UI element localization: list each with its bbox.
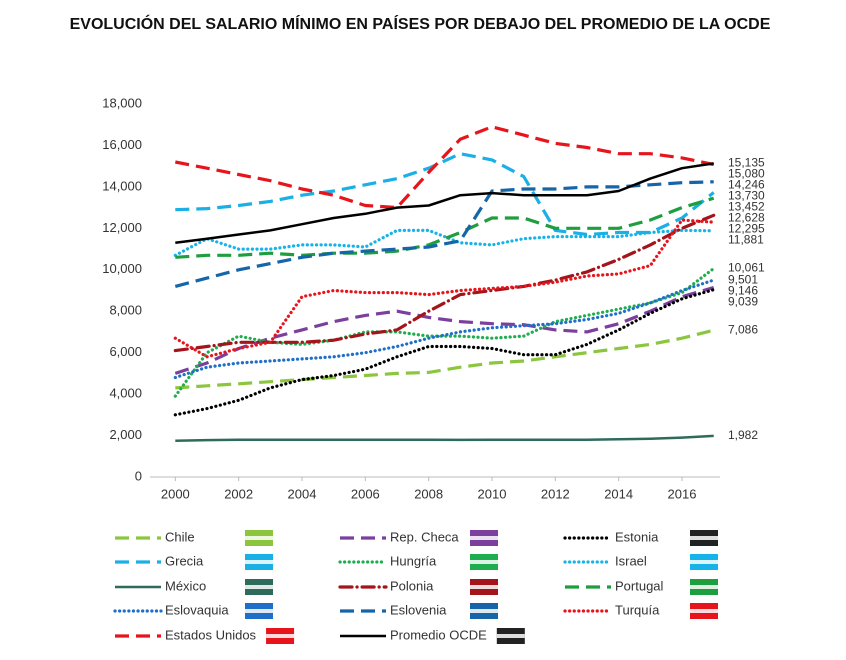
y-tick-label: 10,000 xyxy=(102,261,142,276)
y-tick-label: 6,000 xyxy=(109,344,142,359)
series-line xyxy=(175,196,715,259)
legend-flag-stripe xyxy=(496,634,525,638)
series-line xyxy=(173,278,716,380)
y-tick-label: 12,000 xyxy=(102,220,142,235)
end-label: 9,039 xyxy=(728,294,758,308)
legend-label: Israel xyxy=(615,553,647,568)
end-label: 10,061 xyxy=(728,261,765,275)
legend-label: Estados Unidos xyxy=(165,627,257,642)
y-tick-label: 2,000 xyxy=(109,427,142,442)
end-label: 9,146 xyxy=(728,283,758,297)
x-tick-label: 2008 xyxy=(414,486,443,501)
end-label: 13,730 xyxy=(728,189,765,203)
legend-label: Hungría xyxy=(390,553,437,568)
legend-label: Eslovenia xyxy=(390,602,447,617)
legend-flag-stripe xyxy=(690,585,718,589)
series-line xyxy=(175,162,714,245)
x-tick-label: 2014 xyxy=(604,486,633,501)
legend-label: Polonia xyxy=(390,578,434,593)
y-tick-label: 16,000 xyxy=(102,137,142,152)
end-label: 15,080 xyxy=(728,167,765,181)
y-tick-label: 0 xyxy=(135,468,142,483)
end-label: 1,982 xyxy=(728,428,758,442)
legend-flag-stripe xyxy=(690,609,718,613)
end-label: 11,881 xyxy=(728,233,764,247)
series-line xyxy=(174,180,714,288)
legend-label: México xyxy=(165,578,206,593)
x-tick-label: 2002 xyxy=(224,486,253,501)
end-label: 12,295 xyxy=(728,222,765,236)
series-line xyxy=(175,434,714,442)
series-line xyxy=(173,228,716,257)
end-label: 7,086 xyxy=(728,322,758,336)
series-line xyxy=(175,152,715,237)
legend-flag-stripe xyxy=(470,536,498,540)
x-tick-label: 2006 xyxy=(351,486,380,501)
legend-label: Rep. Checa xyxy=(390,529,459,544)
series-line xyxy=(175,328,715,390)
legend-flag-stripe xyxy=(245,609,273,613)
legend-label: Portugal xyxy=(615,578,664,593)
legend-label: Grecia xyxy=(165,553,204,568)
end-label: 9,501 xyxy=(728,272,758,286)
legend-flag-stripe xyxy=(470,585,498,589)
legend-flag-stripe xyxy=(245,536,273,540)
legend-flag-stripe xyxy=(690,536,718,540)
legend-flag-stripe xyxy=(690,560,718,564)
x-tick-label: 2012 xyxy=(541,486,570,501)
x-tick-label: 2000 xyxy=(161,486,190,501)
legend-label: Chile xyxy=(165,529,195,544)
legend-flag-stripe xyxy=(266,634,295,638)
y-tick-label: 18,000 xyxy=(102,95,142,110)
x-tick-label: 2016 xyxy=(668,486,697,501)
legend-label: Promedio OCDE xyxy=(390,627,487,642)
legend-flag-stripe xyxy=(245,585,273,589)
series-line xyxy=(173,288,716,417)
legend-label: Eslovaquia xyxy=(165,602,229,617)
y-tick-label: 4,000 xyxy=(109,386,142,401)
chart-title: EVOLUCIÓN DEL SALARIO MÍNIMO EN PAÍSES P… xyxy=(69,16,771,33)
series-line xyxy=(173,266,716,398)
series-line xyxy=(174,285,715,375)
end-label: 13,452 xyxy=(728,200,765,214)
legend-label: Turquía xyxy=(615,602,660,617)
series-line xyxy=(174,125,715,210)
y-tick-label: 14,000 xyxy=(102,178,142,193)
x-tick-label: 2010 xyxy=(478,486,507,501)
y-tick-label: 8,000 xyxy=(109,303,142,318)
x-tick-label: 2004 xyxy=(288,486,317,501)
legend-label: Estonia xyxy=(615,529,659,544)
legend-flag-stripe xyxy=(245,560,273,564)
end-label: 14,246 xyxy=(728,178,765,192)
end-label: 15,135 xyxy=(728,156,765,170)
series-line xyxy=(173,218,716,359)
legend-flag-stripe xyxy=(470,560,498,564)
legend-flag-stripe xyxy=(470,609,498,613)
end-label: 12,628 xyxy=(728,211,765,225)
